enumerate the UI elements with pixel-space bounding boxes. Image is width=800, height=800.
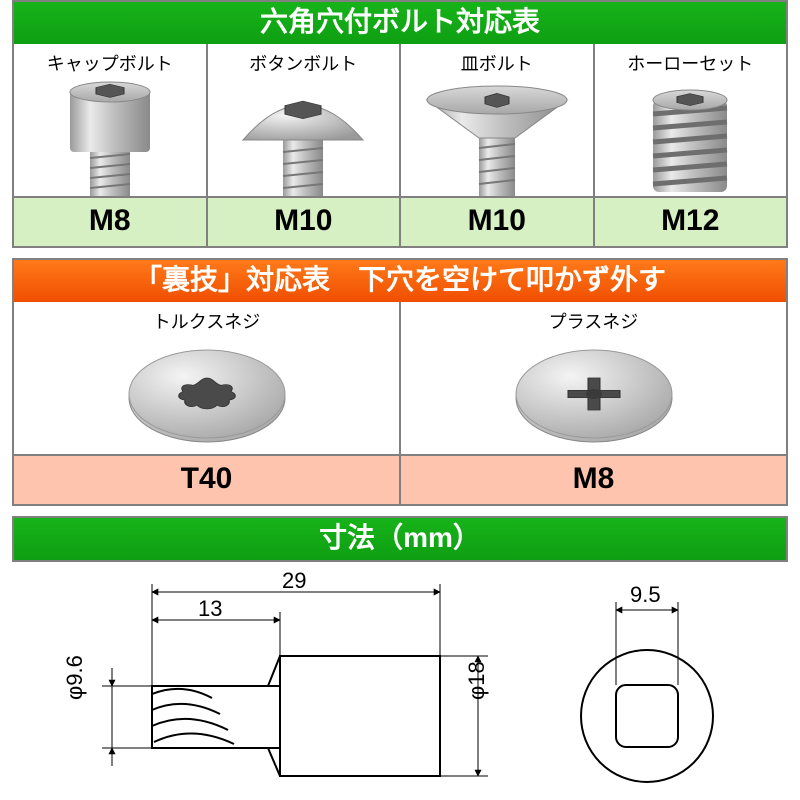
trick-col-phillips: プラスネジ M8 (399, 302, 786, 504)
screw-image-torx (14, 336, 399, 454)
size-cell: M10 (208, 196, 400, 246)
size-cell: M8 (401, 454, 786, 504)
dim-shaft-dia: φ9.6 (62, 655, 88, 700)
bolt-image-set (595, 78, 787, 196)
dimensions-header: 寸法（mm） (12, 516, 788, 562)
hex-col-set: ホーローセット M12 (593, 44, 787, 246)
size-cell: M12 (595, 196, 787, 246)
size-cell: M8 (14, 196, 206, 246)
type-label: トルクスネジ (14, 302, 399, 336)
type-label: 皿ボルト (401, 44, 593, 78)
hex-col-flat: 皿ボルト M10 (399, 44, 593, 246)
screw-image-phillips (401, 336, 786, 454)
bolt-image-cap (14, 78, 206, 196)
trick-col-torx: トルクスネジ T40 (14, 302, 399, 504)
type-label: ホーローセット (595, 44, 787, 78)
hex-col-button: ボタンボルト (206, 44, 400, 246)
trick-header: 「裏技」対応表 下穴を空けて叩かず外す (12, 258, 788, 302)
type-label: キャップボルト (14, 44, 206, 78)
dim-drive-square: 9.5 (630, 582, 661, 608)
bolt-image-button (208, 78, 400, 196)
size-cell: T40 (14, 454, 399, 504)
dim-body-dia: φ18 (464, 661, 490, 700)
size-cell: M10 (401, 196, 593, 246)
dim-total-length: 29 (282, 568, 306, 594)
hex-bolt-table: キャップボルト (12, 44, 788, 248)
dim-shaft-length: 13 (198, 596, 222, 622)
bolt-image-flat (401, 78, 593, 196)
hex-bolt-header: 六角穴付ボルト対応表 (12, 0, 788, 44)
hex-col-cap: キャップボルト (14, 44, 206, 246)
type-label: ボタンボルト (208, 44, 400, 78)
type-label: プラスネジ (401, 302, 786, 336)
trick-table: トルクスネジ T40 (12, 302, 788, 506)
dimension-drawing: 29 13 φ9.6 φ18 9.5 (12, 570, 788, 800)
